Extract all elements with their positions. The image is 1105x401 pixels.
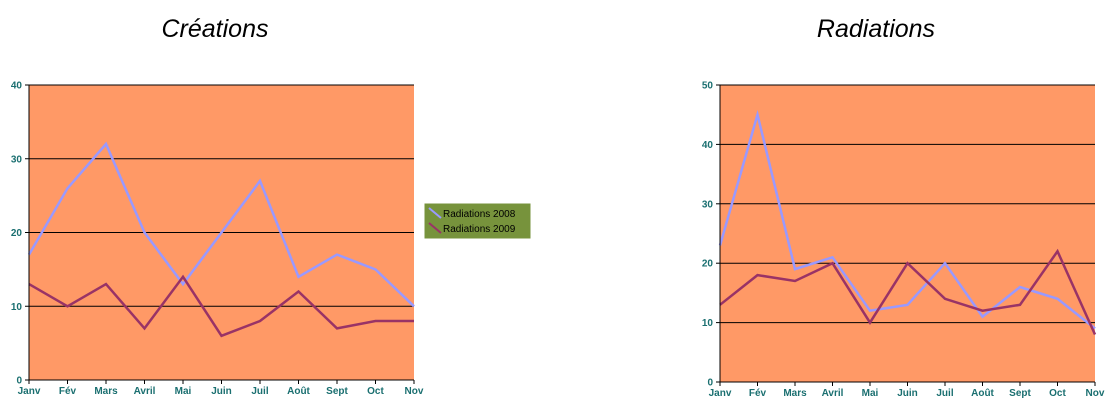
legend-box [423,202,532,240]
series-line-series-2 [719,248,1097,336]
x-tick-label-mars: Mars [94,386,118,397]
x-tick-label-mai: Mai [862,388,879,399]
series-line-series-1 [718,109,1096,330]
radiations-y-ticks: 0 10 20 30 40 50 [702,81,720,389]
y-tick-label-30: 30 [11,154,23,165]
radiations-plot-area [720,85,1095,382]
creations-series-lines [27,141,415,338]
legend: Radiations 2008 Radiations 2009 [423,202,532,240]
y-tick-label-40: 40 [11,81,23,92]
series-line-radiations-2008 [27,141,415,308]
radiations-chart-title: Radiations [817,15,935,43]
creations-x-ticks: Janv Fév Mars Avril Mai Juin Juil Août Sept Oct No… [18,380,424,397]
x-tick-label-juin: Juin [897,388,918,399]
y-tick-label-20: 20 [702,259,714,270]
x-tick-label-janv: Janv [18,386,41,397]
x-tick-label-juil: Juil [936,388,953,399]
x-tick-label-janv: Janv [709,388,732,399]
x-tick-label-ao-t: Août [287,386,310,397]
x-tick-label-f-v: Fév [749,388,767,399]
x-tick-label-sept: Sept [326,386,348,397]
y-tick-label-10: 10 [702,318,714,329]
y-tick-label-40: 40 [702,140,714,151]
y-tick-label-0: 0 [16,376,22,387]
x-tick-label-nov: Nov [1086,388,1105,399]
legend-label-radiations-2009: Radiations 2009 [443,224,516,235]
radiations-x-ticks: Janv Fév Mars Avril Mai Juin Juil Août Sept Oct No… [709,382,1105,399]
y-tick-label-20: 20 [11,228,23,239]
x-tick-label-mai: Mai [175,386,192,397]
radiations-chart: Radiations 0 10 20 30 40 50 Janv Fév Mars Avril M… [702,15,1105,399]
legend-swatch-radiations-2009 [428,222,442,234]
legend-swatch-radiations-2008 [428,207,442,219]
x-tick-label-avril: Avril [134,386,156,397]
series-line-radiations-2009 [28,274,414,338]
legend-label-radiations-2008: Radiations 2008 [443,209,516,220]
x-tick-label-oct: Oct [367,386,384,397]
creations-chart-title: Créations [162,15,269,43]
radiations-series-lines [718,109,1097,336]
y-tick-label-30: 30 [702,199,714,210]
x-tick-label-avril: Avril [822,388,844,399]
x-tick-label-f-v: Fév [59,386,77,397]
y-tick-label-10: 10 [11,302,23,313]
x-tick-label-juin: Juin [211,386,232,397]
x-tick-label-sept: Sept [1009,388,1031,399]
x-tick-label-ao-t: Août [971,388,994,399]
y-tick-label-0: 0 [707,378,713,389]
x-tick-label-oct: Oct [1049,388,1066,399]
y-tick-label-50: 50 [702,81,714,92]
x-tick-label-nov: Nov [405,386,424,397]
x-tick-label-mars: Mars [783,388,807,399]
creations-y-ticks: 0 10 20 30 40 [11,81,29,387]
x-tick-label-juil: Juil [251,386,268,397]
